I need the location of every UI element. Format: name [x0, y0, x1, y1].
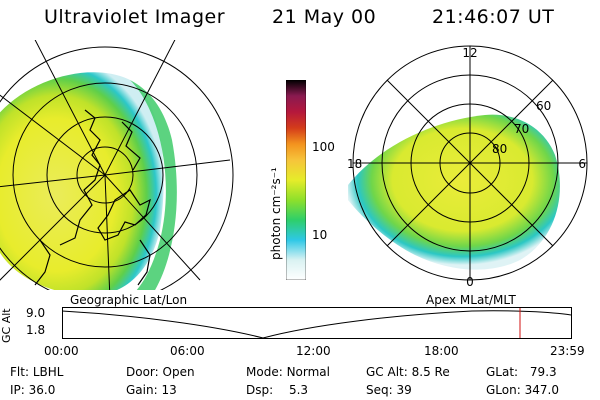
aurora-edge-geo	[130, 80, 177, 290]
date-label: 21 May 00	[272, 6, 377, 28]
info-seq-value: 39	[396, 383, 412, 397]
color-scale-bar	[286, 80, 306, 280]
info-ip: IP: 36.0	[10, 383, 56, 397]
altitude-xtick-1800: 18:00	[424, 344, 459, 358]
info-flt-value: LBHL	[32, 365, 64, 379]
aurora-region-geo	[0, 72, 164, 290]
lat-label-60: 60	[536, 99, 551, 113]
info-gc-alt-value: 8.5 Re	[411, 365, 450, 379]
info-gain: Gain: 13	[126, 383, 177, 397]
altitude-xtick-0000: 00:00	[44, 344, 79, 358]
info-dsp-value: 5.3	[288, 383, 309, 397]
info-glat-value: 79.3	[529, 365, 557, 379]
mlt-label-18: 18	[347, 157, 362, 171]
colorbar-tick-100: 100	[312, 140, 335, 154]
info-door: Door: Open	[126, 365, 195, 379]
altitude-xtick-0600: 06:00	[170, 344, 205, 358]
info-glat: GLat: 79.3	[486, 365, 557, 379]
lat-label-70: 70	[514, 122, 529, 136]
info-ip-value: 36.0	[28, 383, 56, 397]
info-gain-value: 13	[161, 383, 177, 397]
mlt-label-6: 6	[578, 157, 586, 171]
info-gc-alt: GC Alt: 8.5 Re	[366, 365, 450, 379]
info-glon-value: 347.0	[524, 383, 559, 397]
altitude-ytick-9: 9.0	[26, 306, 46, 320]
altitude-ylabel: GC Alt	[0, 308, 13, 343]
mlt-line-diag2	[386, 79, 554, 247]
aurora-region-polar	[348, 114, 560, 270]
orbit-altitude-curve	[62, 310, 572, 339]
info-dsp: Dsp: 5.3	[246, 383, 309, 397]
coastline-outlines	[34, 109, 151, 286]
altitude-plot	[62, 307, 572, 339]
mlt-label-12: 12	[462, 46, 477, 60]
polar-mlt-plot: 12 18 6 0 60 70 80	[347, 45, 588, 289]
altitude-xtick-2359: 23:59	[550, 344, 585, 358]
info-door-value: Open	[162, 365, 195, 379]
info-flt: Flt: LBHL	[10, 365, 64, 379]
geographic-image	[0, 40, 234, 290]
time-label: 21:46:07 UT	[432, 6, 555, 28]
info-seq: Seq: 39	[366, 383, 412, 397]
info-glon: GLon: 347.0	[486, 383, 559, 397]
geographic-panel-label: Geographic Lat/Lon	[70, 293, 188, 307]
lat-label-80: 80	[492, 142, 507, 156]
info-mode: Mode: Normal	[246, 365, 330, 379]
app-title: Ultraviolet Imager	[44, 6, 226, 28]
altitude-xtick-1200: 12:00	[296, 344, 331, 358]
altitude-ytick-1.8: 1.8	[26, 323, 46, 337]
info-mode-value: Normal	[286, 365, 330, 379]
colorbar-unit-label: photon cm⁻²s⁻¹	[269, 167, 283, 260]
apex-panel-label: Apex MLat/MLT	[426, 293, 516, 307]
geographic-grid	[0, 40, 234, 290]
colorbar-tick-10: 10	[312, 228, 328, 242]
mlt-label-0: 0	[466, 275, 474, 289]
